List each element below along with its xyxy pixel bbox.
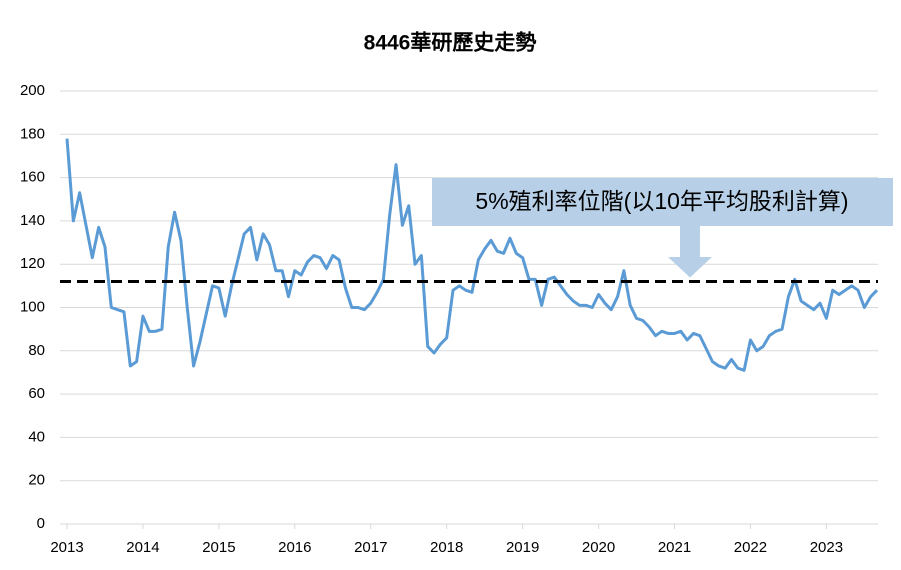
annotation-text: 5%殖利率位階(以10年平均股利計算)	[475, 188, 848, 214]
y-tick-label: 40	[28, 428, 45, 445]
x-tick-label: 2020	[582, 539, 615, 556]
annotation-box	[432, 178, 893, 226]
y-tick-label: 140	[20, 212, 45, 229]
price-line	[65, 138, 879, 372]
x-tick-label: 2018	[430, 539, 463, 556]
chart-title: 8446華研歷史走勢	[364, 31, 537, 55]
y-tick-label: 180	[20, 125, 45, 142]
x-tick-label: 2017	[354, 539, 387, 556]
y-tick-label: 120	[20, 255, 45, 272]
y-tick-label: 0	[37, 515, 45, 532]
y-tick-label: 20	[28, 472, 45, 489]
y-tick-label: 100	[20, 298, 45, 315]
x-tick-label: 2016	[278, 539, 311, 556]
annotation-arrow	[668, 226, 712, 278]
y-tick-label: 60	[28, 385, 45, 402]
x-tick-label: 2014	[126, 539, 159, 556]
x-tick-label: 2019	[506, 539, 539, 556]
x-tick-label: 2015	[202, 539, 235, 556]
x-tick-label: 2023	[810, 539, 843, 556]
x-tick-label: 2021	[658, 539, 691, 556]
y-tick-label: 80	[28, 342, 45, 359]
y-tick-label: 200	[20, 82, 45, 99]
x-tick-label: 2013	[50, 539, 83, 556]
x-tick-label: 2022	[734, 539, 767, 556]
y-tick-label: 160	[20, 169, 45, 186]
